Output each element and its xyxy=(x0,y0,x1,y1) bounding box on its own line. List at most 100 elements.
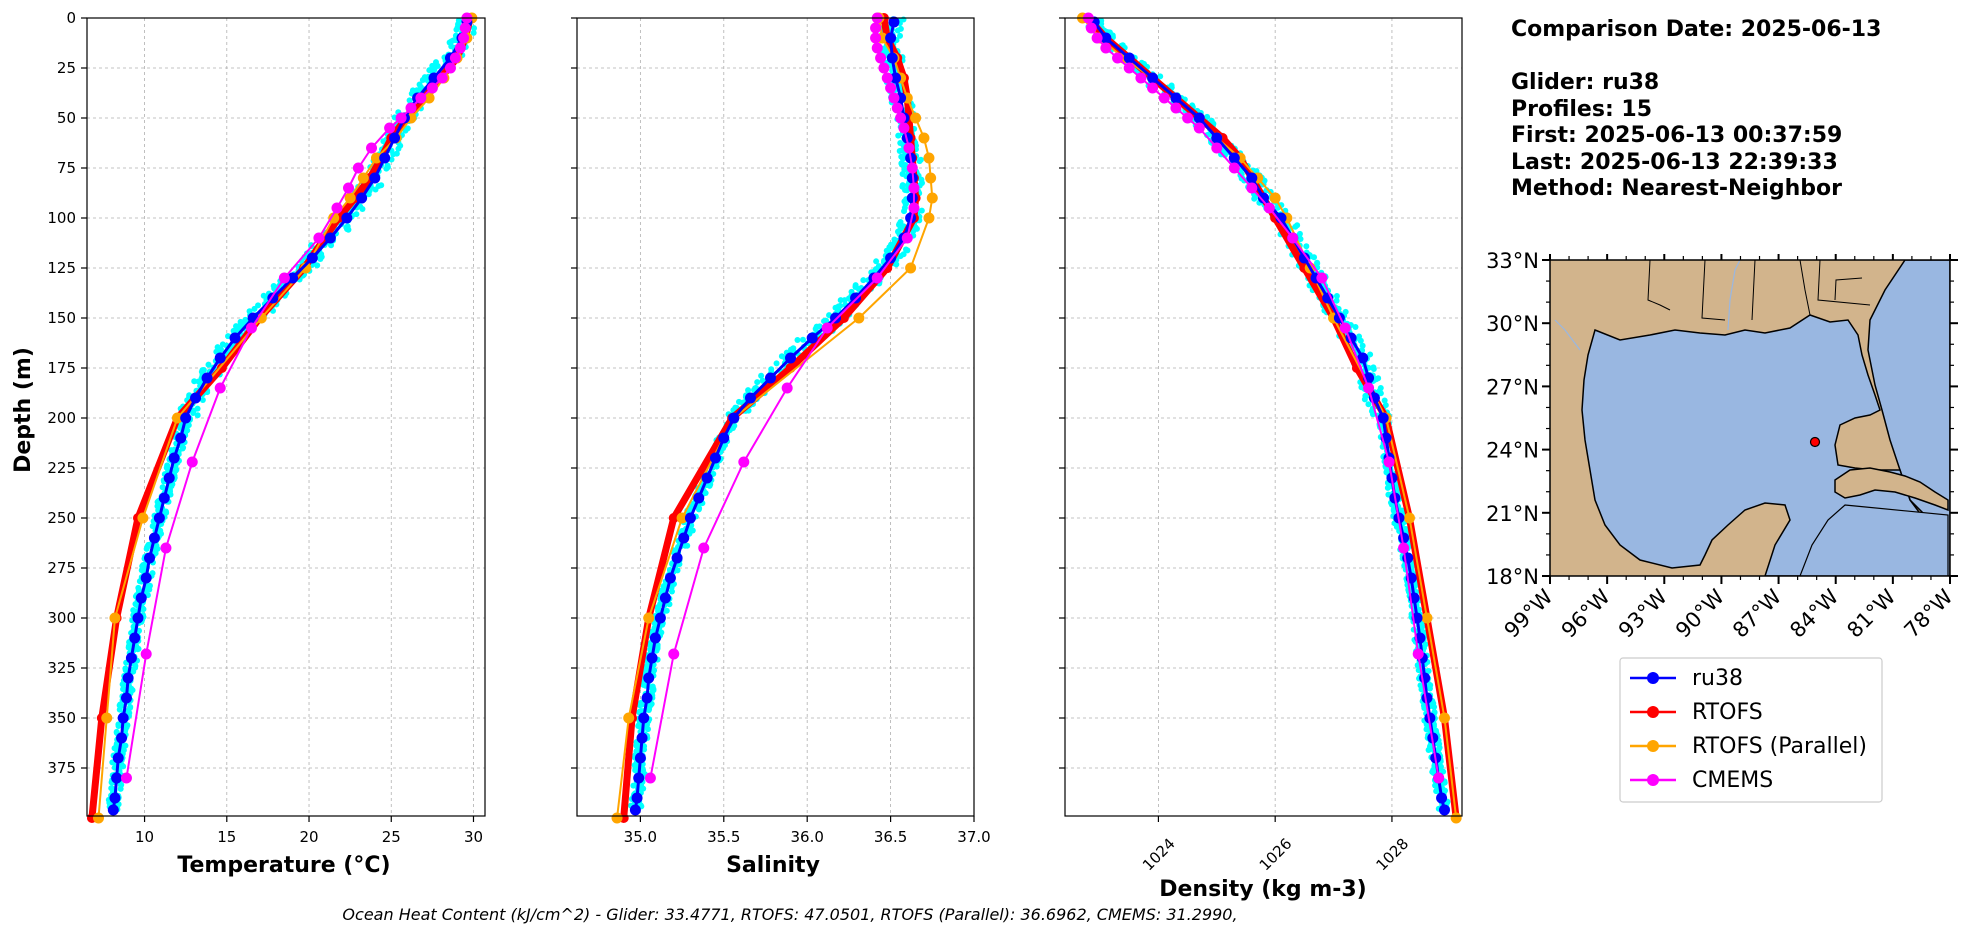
series-ru38 xyxy=(629,16,918,816)
series-point xyxy=(764,372,776,384)
glider-point xyxy=(794,337,801,344)
glider-profile-points xyxy=(105,17,478,813)
series-point xyxy=(313,232,325,244)
y-tick-label: 25 xyxy=(57,59,76,77)
series-point xyxy=(415,92,427,104)
series-point xyxy=(117,712,129,724)
glider-point xyxy=(135,588,142,595)
x-axis-label-salinity: Salinity xyxy=(726,853,820,878)
series-point xyxy=(389,132,401,144)
series-point xyxy=(370,152,382,164)
series-point xyxy=(1412,648,1424,660)
y-tick-label: 375 xyxy=(47,759,76,777)
series-point xyxy=(426,82,438,94)
series-point xyxy=(331,202,343,214)
glider-point xyxy=(117,785,124,792)
series-rtofs xyxy=(1083,13,1462,823)
series-point xyxy=(888,92,900,104)
glider-point xyxy=(897,253,904,260)
series-point xyxy=(186,456,198,468)
map-glider-position xyxy=(1809,436,1821,448)
salinity-panel: 35.0 35.5 36.0 36.5 37.0 xyxy=(571,12,991,846)
series-point xyxy=(643,612,655,624)
y-tick-label: 250 xyxy=(47,509,76,527)
series-point xyxy=(638,712,650,724)
series-point xyxy=(153,512,165,524)
series-point xyxy=(885,32,897,44)
glider-point xyxy=(1359,342,1366,349)
glider-point xyxy=(130,607,137,614)
series-point xyxy=(1147,82,1159,94)
series-point xyxy=(1339,322,1351,334)
series-point xyxy=(781,382,793,394)
glider-point xyxy=(1251,195,1258,202)
series-point xyxy=(459,22,471,34)
glider-point xyxy=(897,32,904,39)
series-point xyxy=(1298,252,1310,264)
glider-point xyxy=(194,405,201,412)
series-point xyxy=(875,52,887,64)
series-point xyxy=(120,692,132,704)
glider-point xyxy=(395,145,402,152)
series-point xyxy=(444,62,456,74)
info-last: Last: 2025-06-13 22:39:33 xyxy=(1511,150,1838,175)
glider-point xyxy=(115,723,122,730)
glider-point xyxy=(1333,293,1340,300)
series-point xyxy=(1211,142,1223,154)
map-lat-label: 21°N xyxy=(1486,502,1539,526)
glider-point xyxy=(168,483,175,490)
series-point xyxy=(384,122,396,134)
series-point xyxy=(881,72,893,84)
series-point xyxy=(324,232,336,244)
glider-point xyxy=(834,307,841,314)
series-point xyxy=(1383,456,1395,468)
glider-point xyxy=(167,488,174,495)
glider-point xyxy=(1433,787,1440,794)
series-point xyxy=(850,292,862,304)
axes-frame xyxy=(576,17,975,817)
series-point xyxy=(163,472,175,484)
series-point xyxy=(1158,92,1170,104)
series-point xyxy=(693,492,705,504)
series-point xyxy=(709,452,721,464)
series-point xyxy=(728,412,740,424)
glider-point xyxy=(164,462,171,469)
glider-point xyxy=(1361,396,1368,403)
glider-point xyxy=(644,662,651,669)
glider-point xyxy=(343,224,350,231)
series-point xyxy=(458,32,470,44)
legend-swatch-marker xyxy=(1647,774,1659,786)
x-axis-label-temperature: Temperature (°C) xyxy=(177,853,390,878)
series-point xyxy=(352,162,364,174)
glider-point xyxy=(255,302,262,309)
glider-point xyxy=(453,26,460,33)
series-line xyxy=(111,21,469,811)
glider-point xyxy=(1390,506,1397,513)
glider-point xyxy=(113,742,120,749)
glider-point xyxy=(124,707,131,714)
glider-point xyxy=(630,782,637,789)
y-axis-label: Depth (m) xyxy=(11,347,36,473)
glider-point xyxy=(393,150,400,157)
gulf-of-mexico-map: 99°W 96°W 93°W 90°W 87°W 84°W 81°W 78°W 33°N 30°N… xyxy=(1486,249,1958,643)
glider-point xyxy=(1384,484,1391,491)
glider-point xyxy=(754,379,761,386)
series-point xyxy=(1147,72,1159,84)
glider-point xyxy=(695,506,702,513)
series-point xyxy=(1263,202,1275,214)
series-point xyxy=(644,772,656,784)
series-point xyxy=(1170,102,1182,114)
legend-swatch-marker xyxy=(1647,672,1659,684)
x-tick-label: 10 xyxy=(135,828,154,846)
series-point xyxy=(1123,52,1135,64)
x-tick-label: 35.0 xyxy=(624,828,657,846)
series-point xyxy=(684,512,696,524)
series-point xyxy=(111,772,123,784)
series-point xyxy=(1287,232,1299,244)
legend-box xyxy=(1619,657,1883,803)
series-point xyxy=(168,452,180,464)
glider-point xyxy=(1437,763,1444,770)
series-point xyxy=(906,192,918,204)
series-point xyxy=(143,552,155,564)
legend-item-rtofs: RTOFS xyxy=(1630,700,1763,725)
